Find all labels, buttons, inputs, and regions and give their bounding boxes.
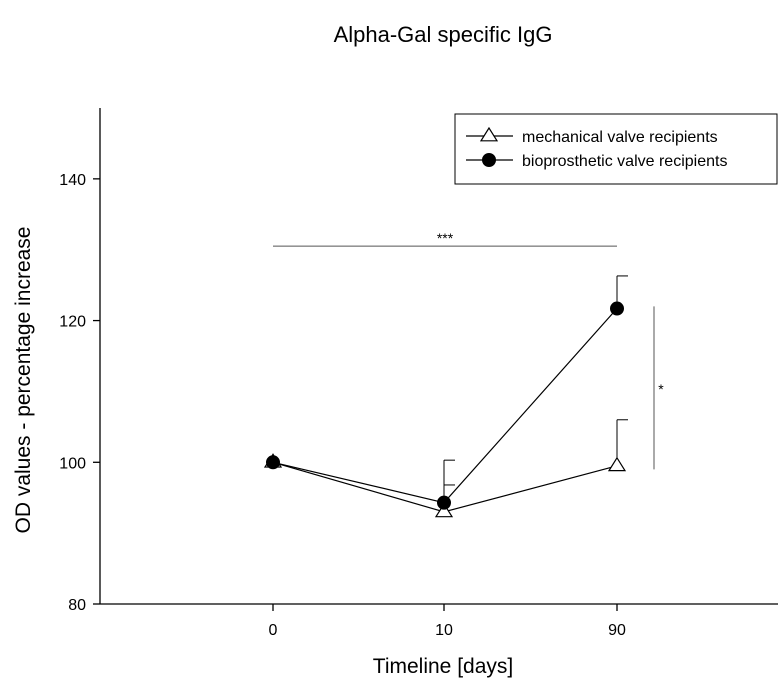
series-markers-2 (266, 301, 624, 510)
legend-label: bioprosthetic valve recipients (522, 153, 727, 170)
chart-title: Alpha-Gal specific IgG (334, 22, 553, 47)
x-tick-label: 10 (435, 622, 453, 639)
y-tick-label: 100 (59, 455, 86, 472)
legend: mechanical valve recipients bioprosthetic… (454, 113, 778, 185)
y-axis: 80 100 120 140 (59, 108, 101, 614)
data-point-filled-circle (266, 455, 280, 470)
series-layer (263, 275, 628, 518)
x-axis-label: Timeline [days] (373, 655, 513, 678)
y-tick-label: 120 (59, 314, 86, 331)
data-point-open-triangle (434, 502, 454, 518)
data-point-filled-circle (610, 301, 624, 316)
x-tick-label: 90 (608, 622, 626, 639)
x-tick-label: 0 (269, 622, 278, 639)
series-1 (272, 419, 628, 513)
series-line (272, 308, 618, 504)
data-point-filled-circle (437, 495, 451, 510)
significance-annotations: **** (273, 230, 664, 470)
legend-label: mechanical valve recipients (522, 129, 718, 146)
data-point-filled-circle (482, 153, 496, 167)
y-axis-label: OD values - percentage increase (12, 227, 35, 534)
data-point-open-triangle (479, 126, 499, 142)
y-tick-label: 140 (59, 172, 86, 189)
x-axis: 0 10 90 (100, 603, 778, 639)
data-point-open-triangle (607, 456, 627, 472)
y-tick-label: 80 (68, 597, 86, 614)
significance-label: * (658, 381, 664, 397)
legend-box (454, 113, 778, 185)
significance-label: *** (437, 230, 454, 246)
series-2 (272, 275, 628, 504)
